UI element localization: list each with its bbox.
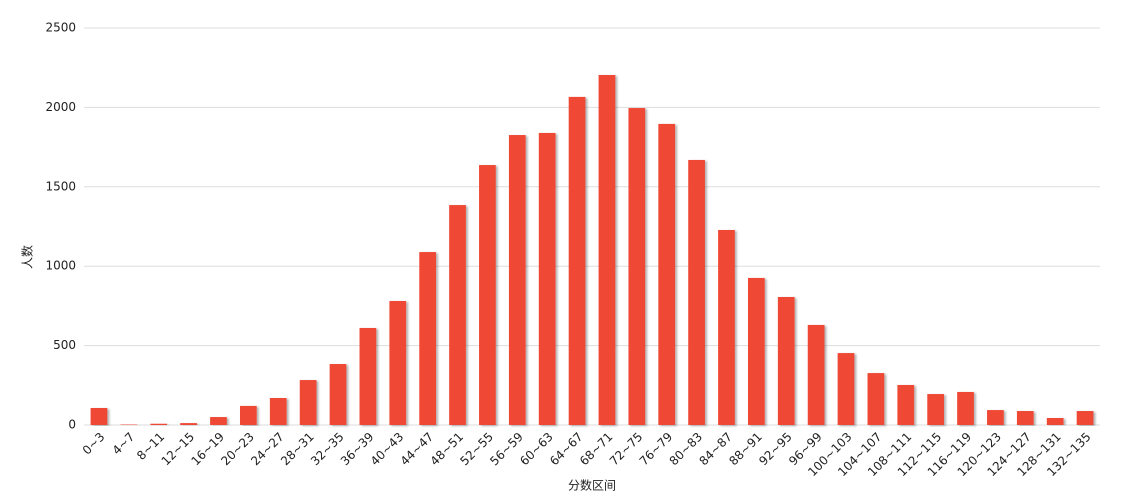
- y-tick-label: 2500: [45, 21, 76, 35]
- bar: [987, 410, 1004, 425]
- bar: [807, 324, 825, 425]
- y-tick-label: 1000: [45, 259, 76, 273]
- bar: [598, 75, 616, 426]
- bar: [449, 205, 466, 425]
- bar: [419, 252, 437, 425]
- bar: [269, 398, 287, 425]
- bar: [1016, 411, 1034, 425]
- bar: [927, 394, 945, 425]
- bar: [1076, 411, 1094, 425]
- bar: [538, 132, 556, 425]
- bar: [747, 277, 765, 425]
- bar: [658, 123, 676, 426]
- bar: [628, 108, 646, 425]
- y-tick-label: 500: [53, 338, 76, 352]
- bar: [90, 408, 108, 425]
- bar: [867, 373, 885, 425]
- bar: [688, 159, 705, 425]
- bar: [568, 96, 586, 426]
- bar: [329, 364, 347, 425]
- bar: [837, 353, 855, 425]
- bar: [897, 384, 915, 425]
- bar: [777, 297, 795, 425]
- bar: [359, 327, 377, 425]
- y-axis-title: 人数: [20, 245, 35, 269]
- bar: [508, 135, 526, 426]
- bar: [210, 417, 227, 425]
- x-axis-title: 分数区间: [568, 478, 616, 493]
- x-tick-label: 0~3: [80, 430, 108, 458]
- bar: [299, 380, 317, 425]
- y-tick-label: 0: [68, 418, 76, 432]
- y-tick-label: 1500: [45, 179, 76, 193]
- bar: [180, 423, 197, 425]
- bar: [479, 165, 496, 425]
- bar: [718, 229, 735, 425]
- bar: [389, 300, 407, 425]
- bar: [1046, 418, 1064, 425]
- bar: [239, 405, 257, 425]
- y-tick-label: 2000: [45, 100, 76, 114]
- bar: [150, 423, 168, 425]
- bar: [957, 391, 974, 425]
